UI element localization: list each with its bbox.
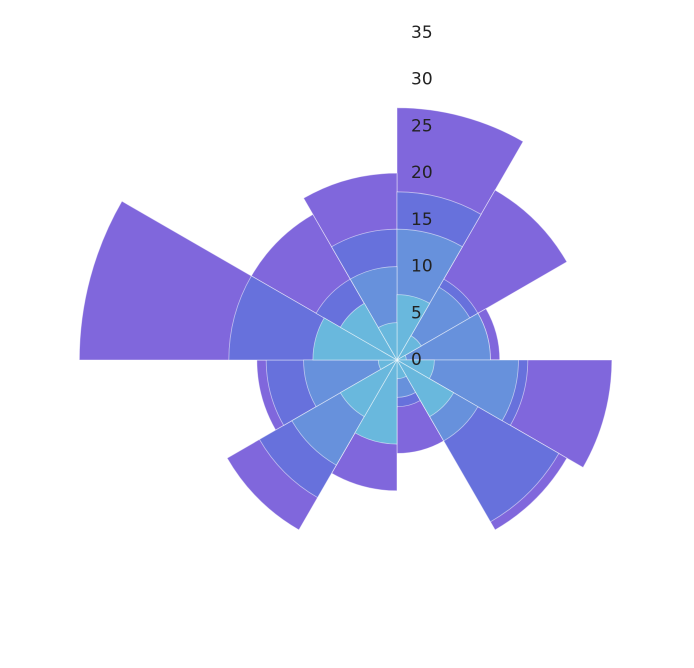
chart-sectors (79, 108, 612, 530)
radial-tick-label: 30 (411, 70, 433, 90)
radial-tick-label: 0 (411, 350, 422, 370)
radial-tick-label: 5 (411, 303, 422, 323)
radial-tick-label: 10 (411, 257, 433, 277)
radial-tick-label: 15 (411, 210, 433, 230)
radial-tick-label: 20 (411, 163, 433, 183)
radial-tick-label: 35 (411, 23, 433, 43)
radial-tick-label: 25 (411, 116, 433, 136)
